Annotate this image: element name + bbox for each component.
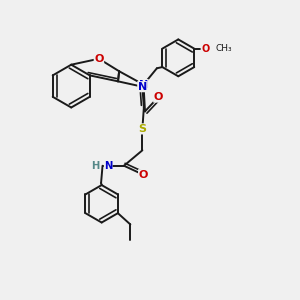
Text: O: O	[201, 44, 209, 54]
Text: S: S	[138, 124, 146, 134]
Text: O: O	[154, 92, 163, 102]
Text: O: O	[139, 170, 148, 180]
Text: N: N	[138, 82, 147, 92]
Text: CH₃: CH₃	[216, 44, 232, 53]
Text: H: H	[91, 161, 100, 171]
Text: N: N	[139, 80, 148, 90]
Text: N: N	[104, 161, 112, 171]
Text: O: O	[94, 54, 104, 64]
